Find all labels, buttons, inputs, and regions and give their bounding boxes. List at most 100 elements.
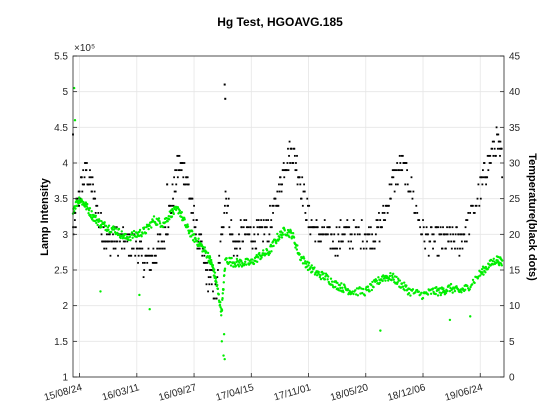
intensity-point — [290, 231, 293, 235]
intensity-point — [233, 262, 237, 266]
intensity-point — [236, 263, 240, 266]
intensity-point — [222, 354, 225, 357]
left-tick-label: 3.5 — [54, 194, 68, 205]
intensity-point — [351, 290, 354, 293]
temperature-point — [492, 154, 495, 157]
intensity-point — [446, 289, 449, 293]
temperature-point — [255, 247, 258, 250]
intensity-point — [355, 287, 359, 290]
temperature-point — [239, 247, 242, 250]
temperature-point — [82, 169, 85, 172]
intensity-point — [237, 265, 241, 268]
temperature-point — [471, 204, 474, 207]
intensity-point — [283, 229, 286, 232]
temperature-point — [200, 233, 203, 236]
temperature-point — [452, 233, 454, 236]
temperature-point — [113, 240, 116, 243]
intensity-point — [88, 207, 92, 210]
temperature-point — [404, 183, 407, 186]
intensity-point — [453, 289, 457, 293]
intensity-point — [372, 285, 375, 289]
intensity-point — [213, 271, 217, 274]
intensity-point — [220, 340, 224, 343]
temperature-point — [203, 254, 206, 257]
intensity-point — [388, 274, 392, 278]
intensity-point — [116, 231, 119, 235]
temperature-point — [248, 233, 251, 236]
temperature-point — [326, 226, 329, 229]
temperature-point — [256, 226, 259, 229]
intensity-point — [449, 282, 453, 286]
temperature-point — [320, 240, 322, 243]
temperature-point — [373, 240, 375, 243]
temperature-point — [393, 190, 396, 193]
temperature-point — [288, 154, 290, 157]
temperature-point — [172, 197, 174, 200]
temperature-point — [389, 197, 392, 200]
temperature-point — [195, 219, 198, 221]
intensity-point — [87, 209, 91, 212]
right-tick-label: 25 — [509, 194, 521, 205]
temperature-point — [220, 233, 223, 236]
temperature-point — [331, 247, 334, 250]
temperature-point — [257, 233, 259, 236]
temperature-point — [406, 169, 409, 172]
temperature-point — [295, 162, 297, 164]
temperature-point — [445, 233, 448, 236]
intensity-point — [469, 285, 472, 289]
temperature-point — [365, 247, 368, 250]
temperature-point — [275, 204, 278, 207]
intensity-point — [431, 287, 435, 290]
intensity-point — [480, 268, 484, 271]
temperature-point — [145, 254, 148, 257]
intensity-point — [192, 232, 196, 236]
temperature-point — [93, 197, 95, 200]
temperature-point — [218, 261, 221, 264]
temperature-point — [235, 247, 238, 250]
temperature-point — [73, 226, 75, 229]
temperature-point — [182, 176, 185, 179]
temperature-point — [202, 261, 205, 264]
temperature-point — [73, 212, 76, 214]
temperature-point — [457, 233, 460, 236]
temperature-point — [313, 226, 316, 229]
temperature-point — [161, 247, 164, 250]
temperature-point — [184, 183, 187, 186]
intensity-point — [414, 291, 417, 294]
temperature-point — [215, 297, 218, 300]
intensity-point — [206, 251, 210, 255]
temperature-point — [350, 240, 353, 243]
temperature-point — [491, 147, 494, 150]
temperature-point — [252, 240, 255, 243]
intensity-point — [311, 270, 314, 273]
intensity-point — [181, 218, 185, 222]
temperature-point — [499, 154, 501, 157]
intensity-point — [320, 270, 324, 274]
left-tick-label: 5.5 — [54, 52, 68, 63]
intensity-point — [296, 244, 299, 247]
intensity-point — [143, 226, 146, 229]
intensity-point — [171, 207, 174, 211]
intensity-point — [144, 231, 148, 235]
right-tick-label: 40 — [509, 87, 521, 98]
intensity-point — [119, 236, 122, 240]
temperature-point — [495, 126, 498, 129]
temperature-point — [498, 147, 501, 150]
temperature-point — [192, 219, 195, 221]
intensity-point — [195, 239, 199, 243]
temperature-point — [146, 254, 149, 257]
temperature-point — [293, 154, 296, 157]
intensity-point — [336, 281, 339, 285]
temperature-point — [487, 169, 490, 172]
temperature-point — [138, 247, 141, 250]
temperature-point — [217, 261, 220, 264]
intensity-point — [239, 263, 242, 266]
temperature-point — [296, 154, 298, 157]
temperature-point — [474, 204, 477, 207]
temperature-point — [493, 140, 495, 143]
intensity-point — [444, 291, 448, 295]
intensity-point — [268, 252, 272, 255]
intensity-point — [326, 278, 329, 281]
temperature-point — [486, 176, 489, 179]
temperature-point — [369, 226, 372, 229]
